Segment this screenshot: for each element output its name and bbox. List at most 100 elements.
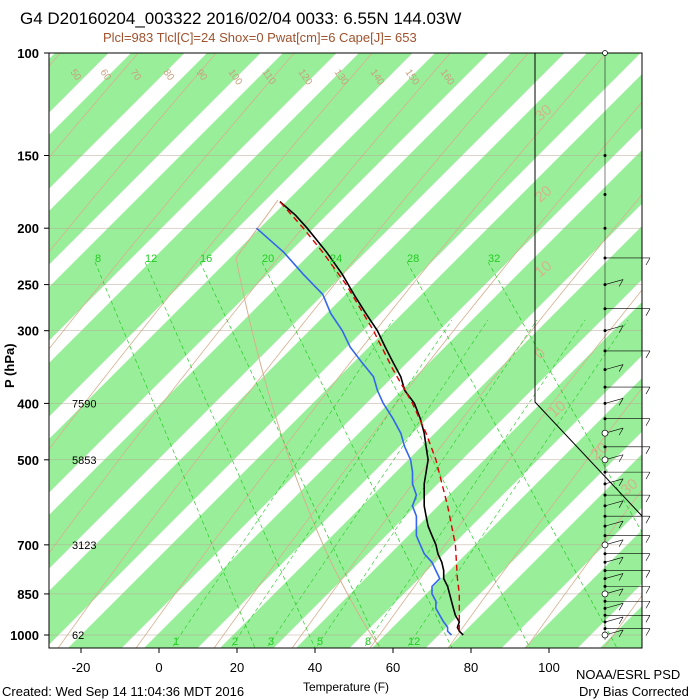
wind-barb (604, 279, 624, 285)
wind-barb-feather (618, 478, 624, 486)
dry-adiabat (135, 53, 607, 648)
y-tick-label: 850 (17, 587, 39, 602)
wind-level-circle (601, 456, 609, 464)
green-band (600, 606, 642, 648)
wind-level-circle (601, 590, 609, 598)
dry-adiabat (447, 387, 642, 648)
wind-barb-feather (618, 539, 624, 547)
chart-subtitle: Plcl=983 Tlcl[C]=24 Shox=0 Pwat[cm]=6 Ca… (103, 30, 417, 45)
dry-adiabats (49, 53, 642, 648)
y-tick-label: 200 (17, 221, 39, 236)
wind-barb (604, 364, 624, 370)
dry-adiabat (49, 53, 451, 554)
wind-barb-feather (645, 615, 651, 623)
dry-adiabat (369, 289, 642, 648)
sounding-profiles (255, 200, 464, 636)
created-timestamp: Created: Wed Sep 14 11:04:36 MDT 2016 (2, 684, 244, 699)
plot-frame (48, 52, 643, 649)
wind-barb-feather (645, 570, 651, 578)
mixing-ratio-bottom-label: 3 (268, 636, 274, 648)
wind-barb (604, 325, 624, 331)
wind-barb (604, 616, 624, 623)
wind-barb (604, 520, 624, 527)
height-label: 3123 (72, 540, 96, 552)
wind-level-circle (601, 541, 609, 549)
wind-station-dot (603, 226, 607, 230)
dry-adiabat (49, 53, 139, 159)
wind-barb-feather (645, 350, 651, 359)
height-label: 7590 (72, 398, 96, 410)
wind-barb (604, 478, 624, 485)
x-axis-label: Temperature (F) (303, 680, 389, 694)
wind-barb-feather (645, 471, 651, 480)
mixing-ratio-lines (94, 261, 642, 648)
mixing-ratio-label: 8 (95, 253, 101, 265)
mixing-ratio-label: 20 (262, 253, 274, 265)
wind-barb-feather (618, 279, 624, 287)
mixing-ratio-line (406, 261, 618, 648)
mixing-ratio-label: 24 (330, 253, 342, 265)
mixing-ratio-label: 12 (145, 253, 157, 265)
wind-barb-feather (645, 418, 651, 426)
y-tick-label: 300 (17, 324, 39, 339)
wind-barb-feather (618, 398, 624, 406)
mixing-ratio-line (144, 261, 316, 648)
mixing-ratio-label: 28 (407, 253, 419, 265)
wind-barb-feather (645, 386, 651, 395)
wind-barb-feather (618, 603, 624, 611)
mixing-ratio-bottom-label: 12 (408, 636, 420, 648)
wind-barb (604, 556, 624, 563)
y-tick-label: 150 (17, 148, 39, 163)
mixing-ratio-line (199, 261, 381, 648)
x-tick-label: 20 (230, 660, 244, 675)
wind-barb-feather (645, 586, 651, 594)
y-tick-label: 700 (17, 538, 39, 553)
x-tick-label: 100 (538, 660, 560, 675)
wind-barb (604, 500, 624, 507)
green-band (49, 53, 261, 265)
green-band (524, 530, 642, 648)
x-tick-label: 40 (308, 660, 322, 675)
y-tick-label: 1000 (10, 628, 39, 643)
wind-barb-feather (618, 500, 624, 508)
y-tick-label: 400 (17, 396, 39, 411)
wind-barb-feather (645, 628, 651, 636)
x-tick-label: -20 (72, 660, 91, 675)
wind-barb-feather (618, 325, 624, 333)
green-band (144, 150, 642, 648)
wind-barb (604, 603, 624, 609)
wind-station-dot (603, 192, 607, 196)
height-label: 62 (72, 630, 84, 642)
wind-barb-feather (645, 257, 651, 266)
green-band (49, 53, 109, 113)
wind-barb-feather (618, 616, 624, 625)
mixing-ratio-bottom-label: 8 (365, 636, 371, 648)
dry-adiabat (49, 53, 295, 350)
wind-barb (604, 573, 624, 579)
mixing-ratio-bottom-label: 5 (317, 636, 323, 648)
credit-dry-bias: Dry Bias Corrected (579, 684, 689, 699)
wind-level-circle (601, 429, 609, 437)
mixing-ratio-line (329, 261, 531, 648)
wind-level-circle (601, 631, 609, 639)
green-band (372, 378, 642, 648)
axes: -20 0 20 40 60 80 100 100 150 200 250 300 400 500 700 8… (10, 46, 560, 675)
chart-title: G4 D20160204_003322 2016/02/04 0033: 6.5… (20, 9, 461, 28)
wind-barb-feather (645, 494, 651, 503)
wind-barb-feather (618, 557, 624, 565)
mixing-ratio-line (364, 319, 586, 647)
wind-barb (604, 398, 624, 404)
y-tick-label: 500 (17, 453, 39, 468)
wind-barb-feather (645, 308, 651, 316)
green-band (68, 74, 642, 648)
dry-adiabat (57, 53, 529, 648)
wind-barb-feather (618, 629, 624, 638)
dry-adiabat (49, 53, 373, 450)
mixing-ratio-line (316, 319, 538, 647)
wind-barb-feather (618, 573, 624, 581)
